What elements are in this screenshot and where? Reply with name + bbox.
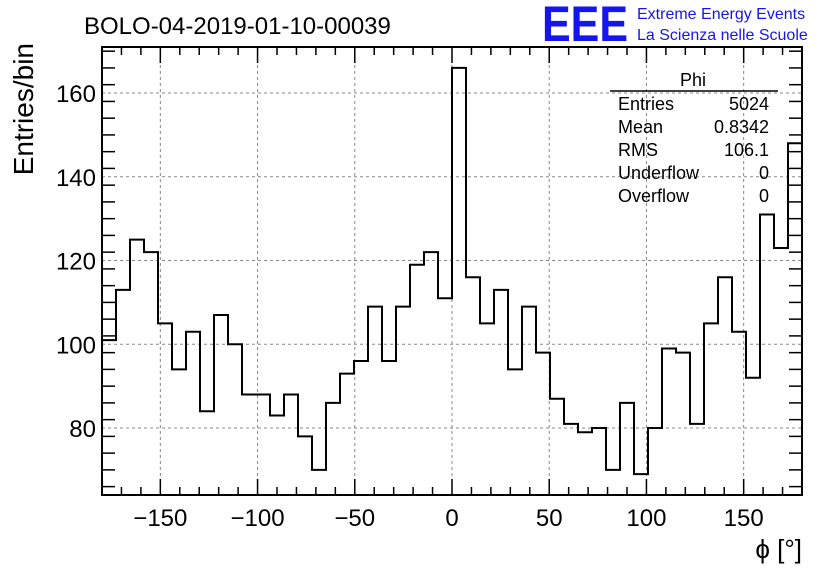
x-tick-label: 50 <box>536 505 563 532</box>
y-tick-label: 120 <box>56 249 96 276</box>
stats-rms-label: RMS <box>618 140 658 160</box>
stats-overflow-value: 0 <box>759 186 769 206</box>
stats-box: Phi Entries 5024 Mean 0.8342 RMS 106.1 U… <box>610 70 778 206</box>
x-tick-label: −100 <box>231 505 285 532</box>
y-axis-label: Entries/bin <box>8 43 39 175</box>
stats-overflow-label: Overflow <box>618 186 690 206</box>
histogram-line <box>102 66 802 476</box>
stats-underflow-value: 0 <box>759 163 769 183</box>
x-tick-label: −150 <box>133 505 187 532</box>
stats-mean-label: Mean <box>618 117 663 137</box>
stats-entries-value: 5024 <box>729 94 769 114</box>
y-tick-label: 140 <box>56 165 96 192</box>
stats-mean-value: 0.8342 <box>714 117 769 137</box>
eee-logo-line2: La Scienza nelle Scuole <box>637 27 808 44</box>
grid-lines <box>102 47 802 495</box>
x-tick-label: 100 <box>626 505 666 532</box>
y-tick-labels: 80 100 120 140 160 <box>56 81 96 443</box>
stats-entries-label: Entries <box>618 94 674 114</box>
stats-rms-value: 106.1 <box>724 140 769 160</box>
x-axis-label: ϕ [°] <box>755 534 802 564</box>
eee-logo-line1: Extreme Energy Events <box>637 6 805 23</box>
stats-underflow-label: Underflow <box>618 163 700 183</box>
y-tick-label: 160 <box>56 81 96 108</box>
y-tick-label: 100 <box>56 332 96 359</box>
plot-frame <box>101 46 803 496</box>
x-tick-label: 150 <box>724 505 764 532</box>
eee-logo: EEE Extreme Energy Events La Scienza nel… <box>542 0 808 52</box>
x-tick-label: 0 <box>445 505 458 532</box>
x-tick-labels: −150 −100 −50 0 50 100 150 <box>133 505 763 532</box>
eee-logo-mark: EEE <box>542 0 628 52</box>
y-tick-label: 80 <box>69 416 96 443</box>
stats-title: Phi <box>680 70 706 90</box>
x-tick-label: −50 <box>334 505 375 532</box>
chart-title: BOLO-04-2019-01-10-00039 <box>84 13 391 40</box>
